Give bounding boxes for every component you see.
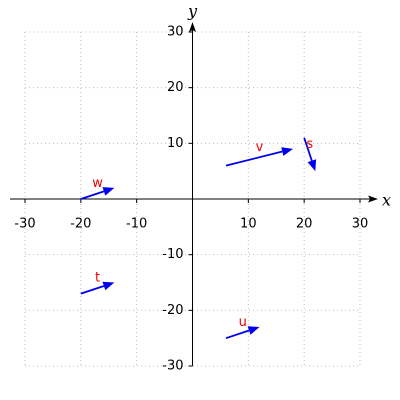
vector-label: s	[306, 137, 313, 152]
y-tick-label: 30	[167, 25, 184, 40]
vector-label: u	[239, 315, 247, 330]
x-axis-arrow	[368, 195, 378, 203]
y-tick-label: 20	[167, 80, 184, 95]
vector-shaft	[303, 137, 313, 162]
y-tick-label: -10	[162, 247, 183, 262]
y-axis-arrow	[189, 22, 196, 32]
y-tick-label: -20	[162, 303, 183, 318]
vector-shaft	[80, 285, 105, 295]
x-tick-label: -10	[126, 217, 147, 232]
vector-head	[307, 159, 317, 172]
vector-label: t	[95, 271, 100, 286]
vector-head	[102, 187, 115, 196]
vector-label: v	[256, 140, 264, 155]
vector-shaft	[80, 190, 105, 200]
y-tick-label: -30	[162, 359, 183, 374]
vector-head	[102, 281, 115, 291]
x-tick-label: -20	[70, 217, 91, 232]
vector-shaft	[225, 329, 250, 340]
x-tick-label: -30	[14, 217, 35, 232]
y-axis-label: y	[187, 2, 198, 21]
x-axis-label: x	[382, 191, 391, 210]
vector-shaft	[225, 150, 283, 167]
vector-head	[281, 147, 293, 156]
x-tick-label: 10	[240, 217, 257, 232]
x-tick-label: 30	[352, 217, 369, 232]
vector-head	[247, 326, 260, 335]
y-tick-label: 10	[167, 136, 184, 151]
x-tick-label: 20	[296, 217, 313, 232]
vector-label: w	[92, 176, 103, 191]
